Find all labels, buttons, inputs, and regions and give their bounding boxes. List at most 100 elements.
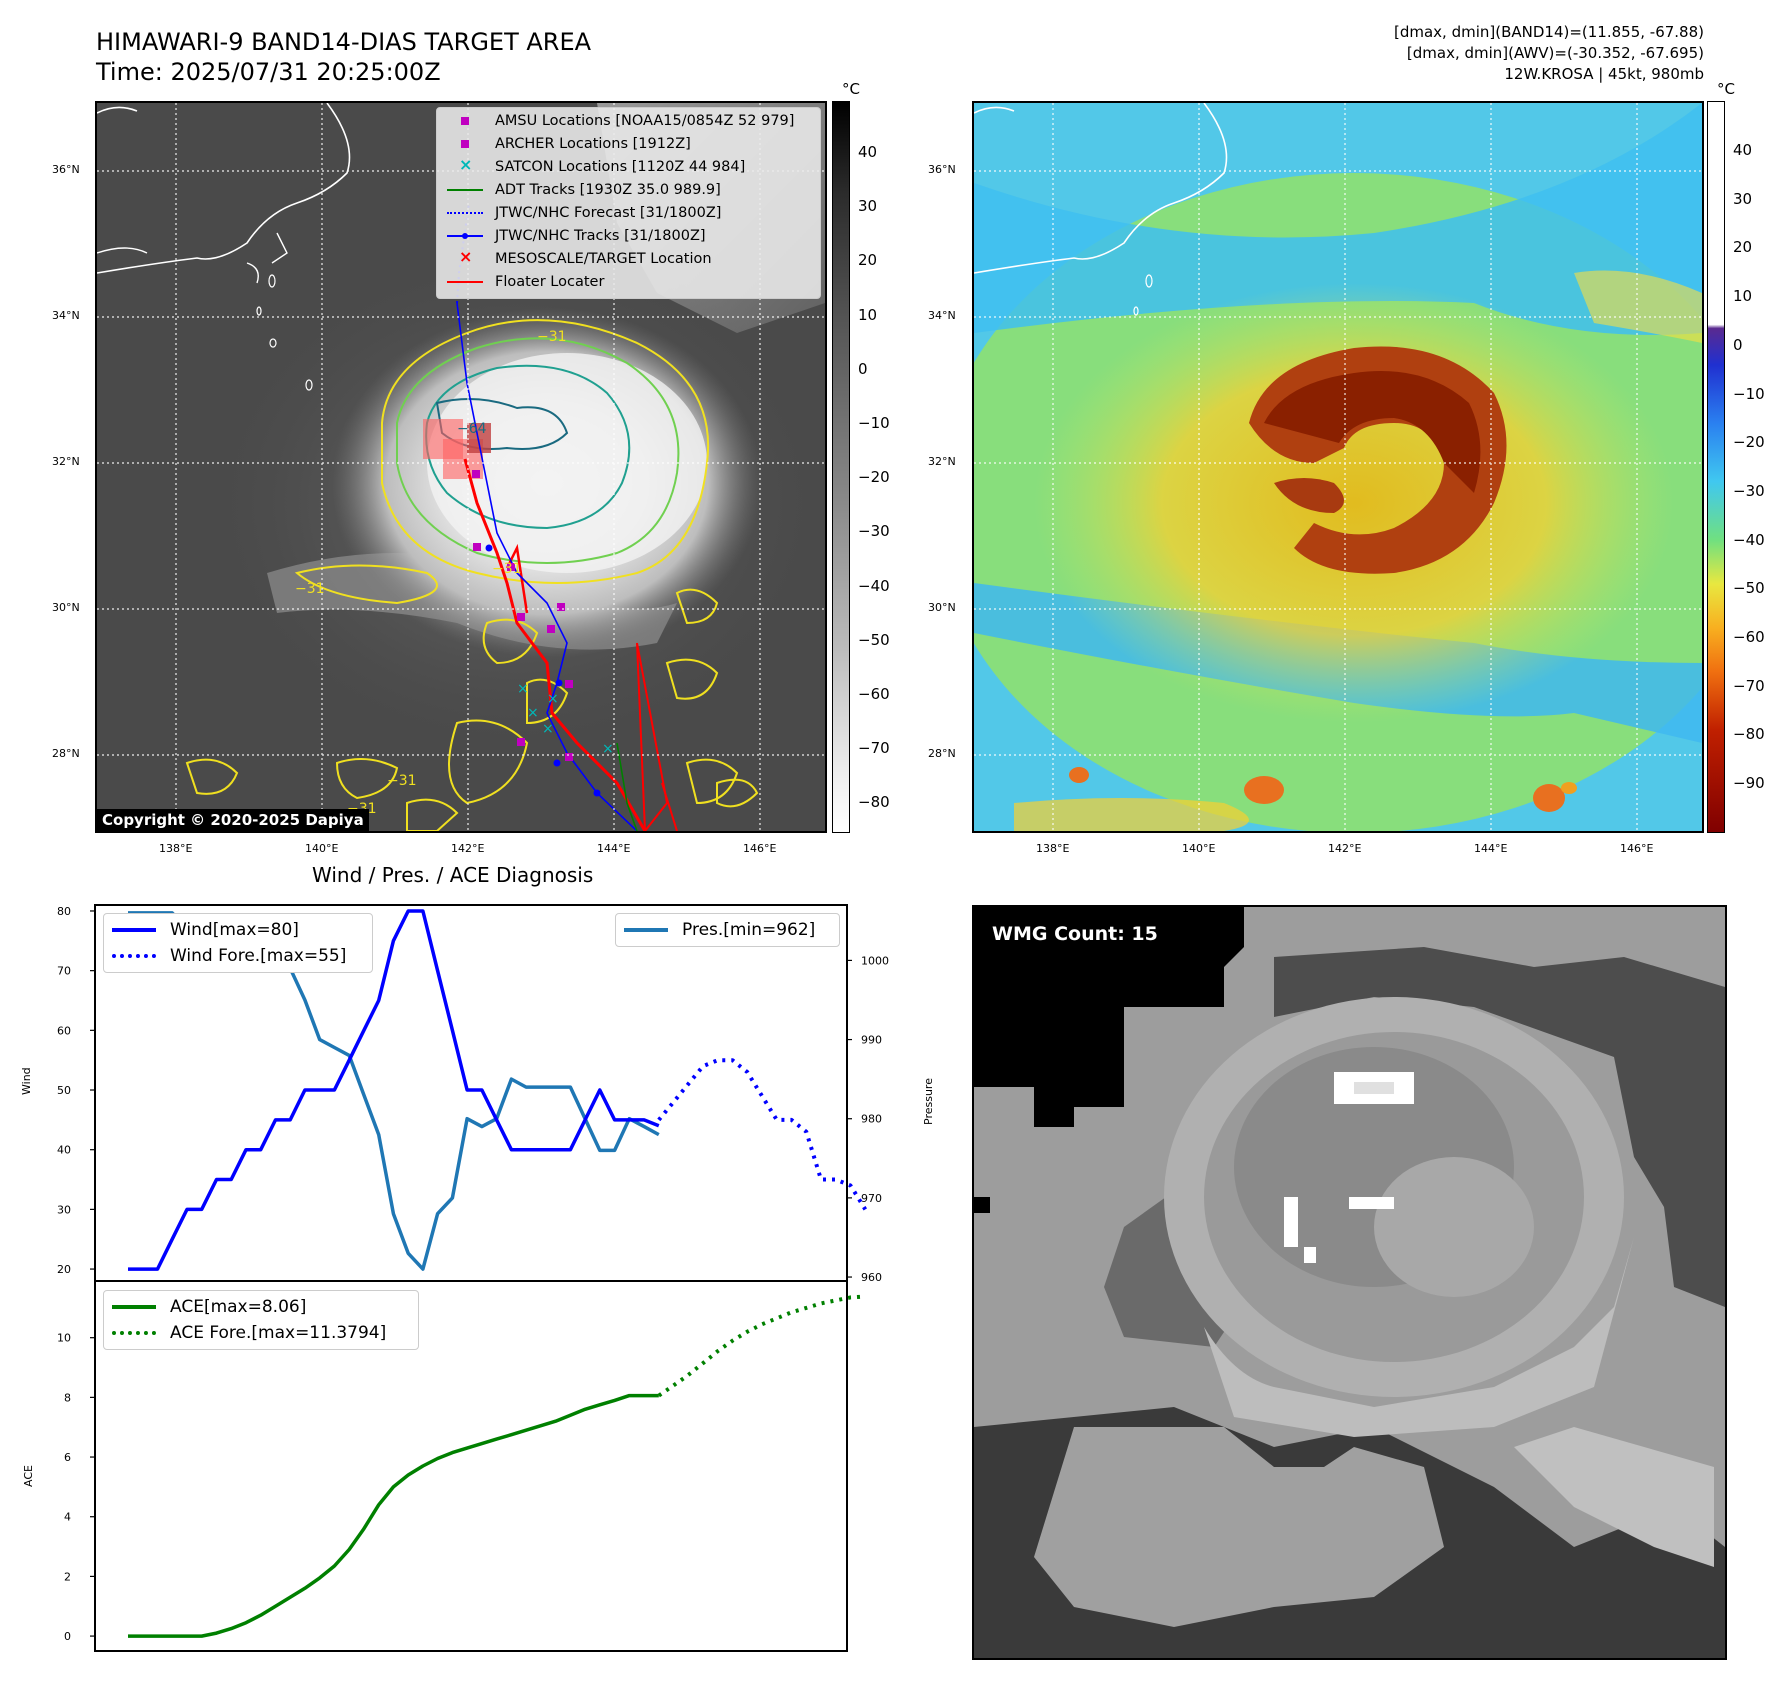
colorbar-tick-label: −40 [1733,530,1765,549]
colorbar-tick-label: −30 [1733,481,1765,500]
legend-item-wind-fore: Wind Fore.[max=55] [104,943,372,969]
pressure-tick-label: 970 [861,1192,882,1205]
colorbar-tick-label: −60 [858,685,890,703]
wind-tick-label: 30 [57,1203,71,1216]
ir-colorbar [832,101,850,833]
legend-item-ace: ACE[max=8.06] [104,1294,418,1320]
ace-legend: ACE[max=8.06] ACE Fore.[max=11.3794] [103,1290,419,1350]
awv-map-panel [972,101,1704,833]
svg-text:×: × [547,691,559,707]
colorbar-tick-label: −50 [1733,579,1765,598]
svg-text:×: × [542,721,554,737]
legend-item-jtwc-tracks: JTWC/NHC Tracks [31/1800Z] [447,226,706,246]
ace-plot-frame [94,1280,848,1652]
colorbar-tick-label: 0 [858,359,868,378]
pressure-legend: Pres.[min=962] [615,913,840,947]
ace-tick-label: 8 [64,1391,71,1404]
legend-item-wind: Wind[max=80] [104,917,372,943]
colorbar-tick-label: 30 [1733,189,1753,208]
ace-tick-label: 0 [64,1630,71,1643]
wind-tick-label: 20 [57,1263,71,1276]
colorbar-tick-label: −20 [1733,433,1765,452]
colorbar-tick-label: 0 [1733,335,1743,354]
colorbar-tick-label: −90 [1733,774,1765,793]
wind-tick-label: 70 [57,965,71,978]
figure-time: Time: 2025/07/31 20:25:00Z [96,58,441,86]
legend-item-target: × MESOSCALE/TARGET Location [459,247,712,267]
legend-item-pressure: Pres.[min=962] [616,917,839,943]
colorbar-tick-label: −50 [858,630,890,649]
svg-text:×: × [517,681,529,697]
lat-label: 34°N [52,309,80,322]
awv-range: [dmax, dmin](AWV)=(-30.352, -67.695) [1406,44,1704,62]
colorbar-tick-label: 10 [1733,287,1753,306]
lat-label: 30°N [928,601,956,614]
ace-tick-label: 6 [64,1451,71,1464]
legend-item-archer: ARCHER Locations [1912Z] [447,134,691,154]
wind-series-line [128,909,660,1271]
pressure-tick-label: 990 [861,1034,882,1047]
lat-label: 32°N [52,455,80,468]
lat-label: 28°N [928,747,956,760]
legend-item-floater: Floater Locater [447,272,604,292]
colorbar-tick-label: −30 [858,522,890,541]
lon-label: 144°E [1474,842,1508,855]
wind-forecast-series-line [657,1058,868,1211]
colorbar-tick-label: 20 [1733,238,1753,257]
contour-label: −64 [457,421,487,437]
awv-map-image [974,103,1702,831]
svg-text:×: × [527,705,539,721]
copyright-badge: Copyright © 2020-2025 Dapiya [97,809,369,831]
ir-colorbar-unit: °C [842,80,860,98]
colorbar-tick-label: 40 [1733,141,1753,159]
wind-legend: Wind[max=80] Wind Fore.[max=55] [103,913,373,973]
lon-label: 146°E [743,842,777,855]
pressure-tick-label: 1000 [861,954,889,967]
pressure-tick-label: 960 [861,1271,882,1284]
ace-tick-label: 10 [57,1332,71,1345]
lat-label: 32°N [928,455,956,468]
legend-item-amsu: AMSU Locations [NOAA15/0854Z 52 979] [447,111,794,131]
colorbar-tick-label: −70 [1733,676,1765,695]
colorbar-tick-label: 30 [858,197,878,216]
figure-title: HIMAWARI-9 BAND14-DIAS TARGET AREA [96,28,592,56]
colorbar-tick-label: 40 [858,143,878,161]
lon-label: 142°E [1328,842,1362,855]
legend-item-ace-fore: ACE Fore.[max=11.3794] [104,1320,418,1346]
ace-forecast-series-line [657,1294,866,1398]
wind-tick-label: 60 [57,1024,71,1037]
lon-label: 142°E [451,842,485,855]
awv-colorbar [1707,101,1725,833]
colorbar-tick-label: −10 [1733,384,1765,403]
contour-label: −31 [537,329,567,345]
colorbar-tick-label: 10 [858,305,878,324]
band14-range: [dmax, dmin](BAND14)=(11.855, -67.88) [1393,23,1704,41]
awv-colorbar-unit: °C [1717,80,1735,98]
lon-label: 138°E [159,842,193,855]
lat-label: 34°N [928,309,956,322]
lat-label: 28°N [52,747,80,760]
ir-legend: AMSU Locations [NOAA15/0854Z 52 979] ARC… [436,107,821,299]
colorbar-tick-label: −60 [1733,628,1765,646]
legend-item-satcon: × SATCON Locations [1120Z 44 984] [459,155,746,175]
colorbar-tick-label: −20 [858,468,890,487]
contour-label: −31 [295,581,325,597]
ace-series-line [128,1393,659,1638]
colorbar-tick-label: −80 [858,793,890,812]
svg-text:×: × [602,741,614,757]
lat-label: 36°N [928,163,956,176]
colorbar-tick-label: 20 [858,251,878,270]
lon-label: 146°E [1620,842,1654,855]
colorbar-tick-label: −40 [858,576,890,595]
colorbar-tick-label: −10 [858,414,890,432]
ace-tick-label: 2 [64,1570,71,1583]
colorbar-tick-label: −80 [1733,725,1765,744]
colorbar-tick-label: −70 [858,739,890,758]
wind-tick-label: 40 [57,1144,71,1157]
ace-tick-label: 4 [64,1511,71,1524]
wind-tick-label: 50 [57,1084,71,1097]
wmg-panel: WMG Count: 15 [972,905,1727,1660]
lat-label: 36°N [52,163,80,176]
lon-label: 144°E [597,842,631,855]
wmg-image [974,907,1725,1658]
